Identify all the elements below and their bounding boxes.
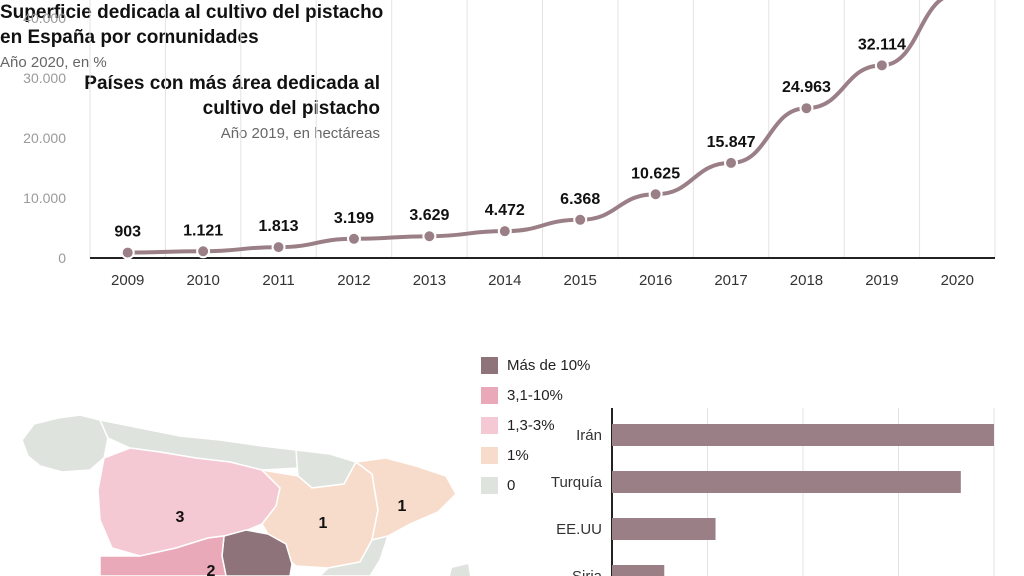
bar [612, 424, 994, 446]
legend-item: 1,3-3% [481, 410, 590, 440]
line-point [196, 244, 211, 259]
map-subtitle: Año 2020, en % [0, 54, 107, 71]
x-tick-label: 2020 [941, 272, 974, 289]
y-tick-label: 40.000 [23, 10, 66, 26]
x-tick-label: 2019 [865, 272, 898, 289]
x-tick-label: 2009 [111, 272, 144, 289]
data-label: 3.629 [409, 207, 449, 224]
line-points [120, 0, 961, 260]
legend-swatch [481, 416, 498, 434]
line-point [573, 212, 588, 227]
y-tick-label: 20.000 [23, 130, 66, 146]
line-point [497, 224, 512, 239]
line-point [799, 101, 814, 116]
legend-swatch [481, 446, 498, 464]
x-tick-label: 2016 [639, 272, 672, 289]
line-point [724, 155, 739, 170]
bar-chart: Irán Turquía EE.UU Siria [551, 408, 995, 576]
bar-title-line-2: cultivo del pistacho [202, 98, 380, 119]
x-tick-label: 2010 [186, 272, 219, 289]
region-label-catalonia: 1 [398, 498, 407, 515]
bar-subtitle: Año 2019, en hectáreas [220, 125, 380, 142]
legend-label: 0 [507, 476, 516, 494]
bar [612, 471, 961, 493]
region-label-aragon: 1 [319, 515, 328, 532]
line-chart-gridlines [89, 0, 996, 258]
region-galicia [21, 414, 109, 473]
data-label: 3.199 [334, 210, 374, 227]
legend-item: Más de 10% [481, 350, 590, 380]
data-label: 1.121 [183, 222, 223, 239]
data-label: 10.625 [631, 165, 680, 182]
spain-map: 3 1 1 2 [21, 414, 470, 576]
line-point [422, 229, 437, 244]
bar-category-label: Turquía [551, 474, 603, 491]
region-label-southwest: 2 [207, 563, 216, 576]
bar-category-label: Irán [576, 427, 602, 444]
data-label: 903 [114, 224, 141, 241]
map-legend: Más de 10% 3,1-10% 1,3-3% 1% 0 [481, 350, 590, 500]
data-label: 1.813 [259, 218, 299, 235]
map-title-block: Superficie dedicada al cultivo del pista… [0, 0, 470, 71]
x-tick-label: 2011 [262, 272, 294, 289]
legend-label: Más de 10% [507, 356, 591, 374]
x-tick-label: 2013 [413, 272, 446, 289]
region-catalonia [354, 457, 457, 542]
region-southwest [99, 535, 227, 576]
y-tick-label: 0 [58, 250, 66, 266]
x-tick-label: 2014 [488, 272, 521, 289]
legend-label: 1,3-3% [507, 416, 555, 434]
y-tick-label: 30.000 [23, 70, 66, 86]
y-tick-label: 10.000 [23, 190, 66, 206]
x-tick-label: 2017 [714, 272, 747, 289]
x-tick-label: 2012 [337, 272, 370, 289]
data-label: 4.472 [485, 202, 525, 219]
legend-label: 3,1-10% [507, 386, 563, 404]
line-point [648, 187, 663, 202]
x-tick-label: 2018 [790, 272, 823, 289]
line-chart-x-ticks: 2009 2010 2011 2012 2013 2014 2015 2016 2017 2018… [111, 272, 974, 289]
line-data-labels: 903 1.121 1.813 3.199 3.629 4.472 6.368 10.625 1… [114, 36, 906, 240]
line-point [120, 245, 135, 260]
x-tick-label: 2015 [564, 272, 597, 289]
line-point [874, 58, 889, 73]
legend-swatch [481, 386, 498, 404]
bar-title-line-1: Países con más área dedicada al [84, 73, 380, 94]
data-label: 15.847 [707, 134, 756, 151]
bar [612, 518, 716, 540]
legend-item: 0 [481, 470, 590, 500]
bar-chart-categories: Irán Turquía EE.UU Siria [551, 427, 603, 576]
map-title-line-2: en España por comunidades [0, 27, 259, 48]
bar [612, 565, 665, 576]
bar-category-label: EE.UU [556, 521, 602, 538]
legend-label: 1% [507, 446, 529, 464]
region-valencia [318, 534, 390, 576]
data-label: 32.114 [858, 36, 906, 53]
legend-item: 1% [481, 440, 590, 470]
line-point [346, 231, 361, 246]
region-balearic [450, 564, 470, 576]
bar-title-block: Países con más área dedicada al cultivo … [0, 71, 380, 142]
map-title-line-1: Superficie dedicada al cultivo del pista… [0, 2, 384, 23]
data-label: 6.368 [560, 191, 600, 208]
legend-swatch [481, 476, 498, 494]
data-label: 24.963 [782, 79, 831, 96]
line-chart-y-ticks: 0 10.000 20.000 30.000 40.000 [23, 10, 66, 266]
bar-category-label: Siria [572, 568, 603, 576]
legend-item: 3,1-10% [481, 380, 590, 410]
region-label-castilla-leon: 3 [176, 509, 185, 526]
bar-chart-bars [612, 424, 994, 576]
line-point [271, 240, 286, 255]
legend-swatch [481, 356, 498, 374]
